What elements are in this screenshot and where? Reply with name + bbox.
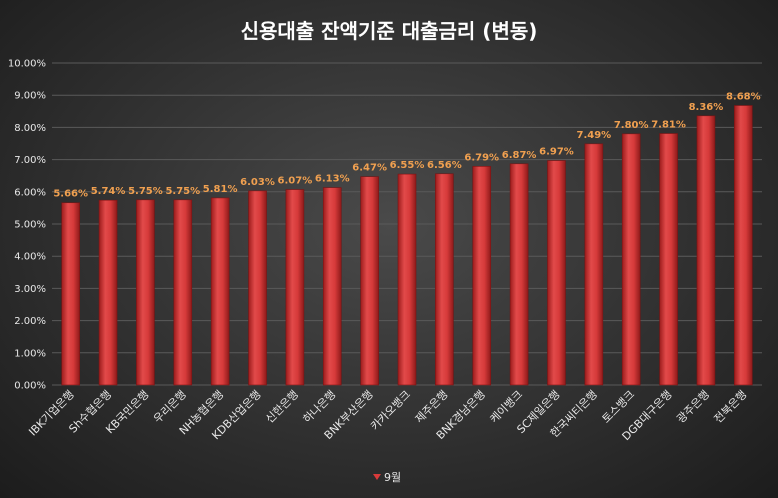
x-tick-label: 신한은행 — [263, 388, 301, 426]
chart-title: 신용대출 잔액기준 대출금리 (변동) — [241, 19, 538, 43]
y-tick-label: 9.00% — [14, 91, 46, 102]
data-label: 6.97% — [539, 147, 574, 158]
y-tick-label: 1.00% — [14, 348, 46, 359]
x-tick-label: 전북은행 — [712, 388, 750, 426]
x-tick-label: 카카오뱅크 — [368, 388, 413, 433]
bar — [621, 133, 641, 386]
y-tick-label: 10.00% — [8, 59, 46, 70]
data-label: 5.75% — [165, 186, 200, 197]
data-label: 8.68% — [726, 92, 761, 103]
data-label: 5.74% — [91, 186, 126, 197]
data-label: 6.56% — [427, 160, 462, 171]
bar — [659, 133, 678, 386]
data-label: 6.55% — [390, 160, 425, 171]
bar — [435, 173, 454, 386]
bar — [322, 187, 342, 386]
legend-marker-icon — [373, 474, 381, 480]
bar — [360, 176, 379, 386]
legend: 9월 — [373, 471, 401, 484]
data-label: 6.13% — [315, 174, 350, 185]
bar — [584, 143, 604, 386]
data-label: 6.03% — [240, 177, 275, 188]
data-label: 8.36% — [689, 102, 724, 113]
bar — [98, 199, 118, 386]
bar — [173, 199, 193, 386]
bar — [248, 190, 267, 386]
y-tick-label: 4.00% — [14, 252, 46, 263]
bar — [472, 166, 492, 386]
data-label: 7.49% — [576, 130, 611, 141]
legend-label: 9월 — [384, 471, 401, 484]
y-tick-label: 7.00% — [14, 155, 46, 166]
bar — [61, 202, 80, 386]
bar — [210, 197, 230, 386]
y-tick-label: 0.00% — [14, 381, 46, 392]
bar — [509, 163, 529, 386]
bar — [285, 189, 305, 386]
data-label: 5.81% — [203, 184, 238, 195]
x-tick-label: 광주은행 — [674, 388, 712, 426]
data-labels: 5.66% 5.74% 5.75% 5.75% 5.81%6.03% 6.07% 6.13%… — [53, 92, 760, 200]
data-label: 6.79% — [464, 152, 499, 163]
bar — [397, 173, 417, 386]
bars — [61, 105, 753, 386]
x-tick-label: 토스뱅크 — [600, 388, 638, 426]
data-label: 6.07% — [278, 176, 313, 187]
data-label: 7.81% — [651, 120, 686, 131]
data-label: 5.66% — [53, 189, 88, 200]
data-label: 5.75% — [128, 186, 163, 197]
y-tick-label: 3.00% — [14, 284, 46, 295]
x-tick-label: 케이뱅크 — [487, 388, 525, 426]
y-tick-label: 5.00% — [14, 220, 46, 231]
bar — [696, 115, 716, 386]
x-tick-label: 우리은행 — [151, 388, 189, 426]
bar — [136, 199, 155, 386]
bar — [547, 160, 566, 386]
bar — [734, 105, 753, 386]
x-tick-label: 제주은행 — [413, 388, 451, 426]
y-tick-label: 2.00% — [14, 316, 46, 327]
x-tick-label: IBK기업은행 — [26, 388, 77, 439]
data-label: 6.47% — [352, 163, 387, 174]
x-tick-label: 하나은행 — [300, 387, 339, 426]
data-label: 7.80% — [614, 120, 649, 131]
y-tick-label: 8.00% — [14, 123, 46, 134]
data-label: 6.87% — [502, 150, 537, 161]
y-tick-label: 6.00% — [14, 187, 46, 198]
y-axis: 0.00% 1.00% 2.00% 3.00% 4.00% 5.00% 6.00% 7.00%… — [8, 59, 46, 392]
